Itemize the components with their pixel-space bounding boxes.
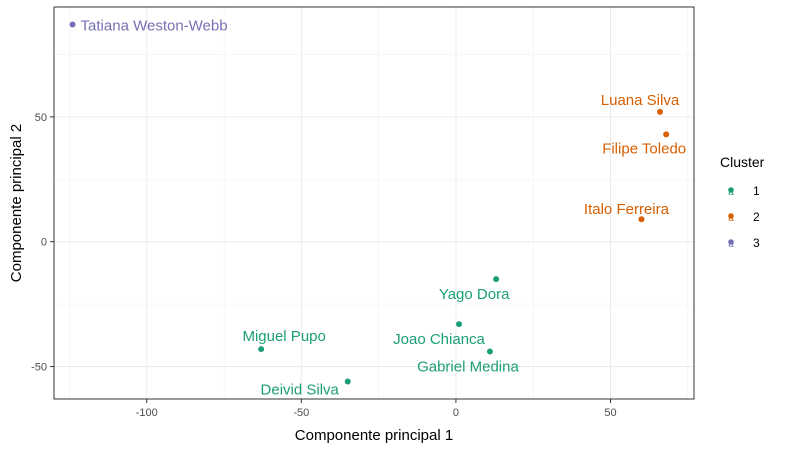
y-axis-title: Componente principal 2	[8, 124, 25, 282]
y-tick-label: 0	[41, 237, 47, 249]
panel-border	[53, 6, 695, 400]
legend-label: 3	[753, 236, 760, 250]
legend-title: Cluster	[720, 154, 765, 170]
data-point	[258, 346, 265, 353]
axis-ticks: -100 -50 0 50 -50 0 50	[31, 112, 617, 419]
x-tick-label: -50	[293, 407, 309, 419]
y-tick-label: 50	[35, 112, 47, 124]
legend-key-letter: a	[728, 213, 734, 224]
data-point	[656, 108, 663, 115]
legend-key-letter: a	[728, 239, 734, 250]
point-label: Miguel Pupo	[242, 328, 325, 345]
data-point	[486, 348, 493, 355]
grid	[54, 7, 694, 399]
point-label: Gabriel Medina	[417, 359, 519, 376]
x-tick-label: 50	[604, 407, 616, 419]
point-labels: Tatiana Weston-Webb Luana Silva Filipe Tol…	[81, 17, 687, 398]
data-point	[69, 21, 76, 28]
legend-label: 2	[753, 210, 760, 224]
legend-key-point	[728, 213, 734, 219]
point-label: Luana Silva	[601, 92, 680, 109]
legend-key-point	[728, 187, 734, 193]
x-tick-label: -100	[136, 407, 158, 419]
data-point	[456, 321, 463, 328]
legend: Cluster a 1 a 2 a 3	[720, 154, 765, 250]
point-label: Filipe Toledo	[602, 140, 686, 157]
data-point	[663, 131, 670, 138]
point-label: Tatiana Weston-Webb	[81, 17, 228, 34]
legend-key-point	[728, 239, 734, 245]
point-label: Yago Dora	[439, 286, 510, 303]
y-tick-label: -50	[31, 362, 47, 374]
data-point	[493, 276, 500, 283]
point-label: Italo Ferreira	[584, 201, 670, 218]
point-label: Joao Chianca	[393, 331, 485, 348]
data-points	[69, 21, 670, 385]
x-axis-title: Componente principal 1	[295, 427, 453, 444]
legend-key-letter: a	[728, 187, 734, 198]
legend-label: 1	[753, 184, 760, 198]
point-label: Deivid Silva	[261, 382, 340, 399]
x-tick-label: 0	[453, 407, 459, 419]
data-point	[638, 216, 645, 223]
data-point	[344, 378, 351, 385]
